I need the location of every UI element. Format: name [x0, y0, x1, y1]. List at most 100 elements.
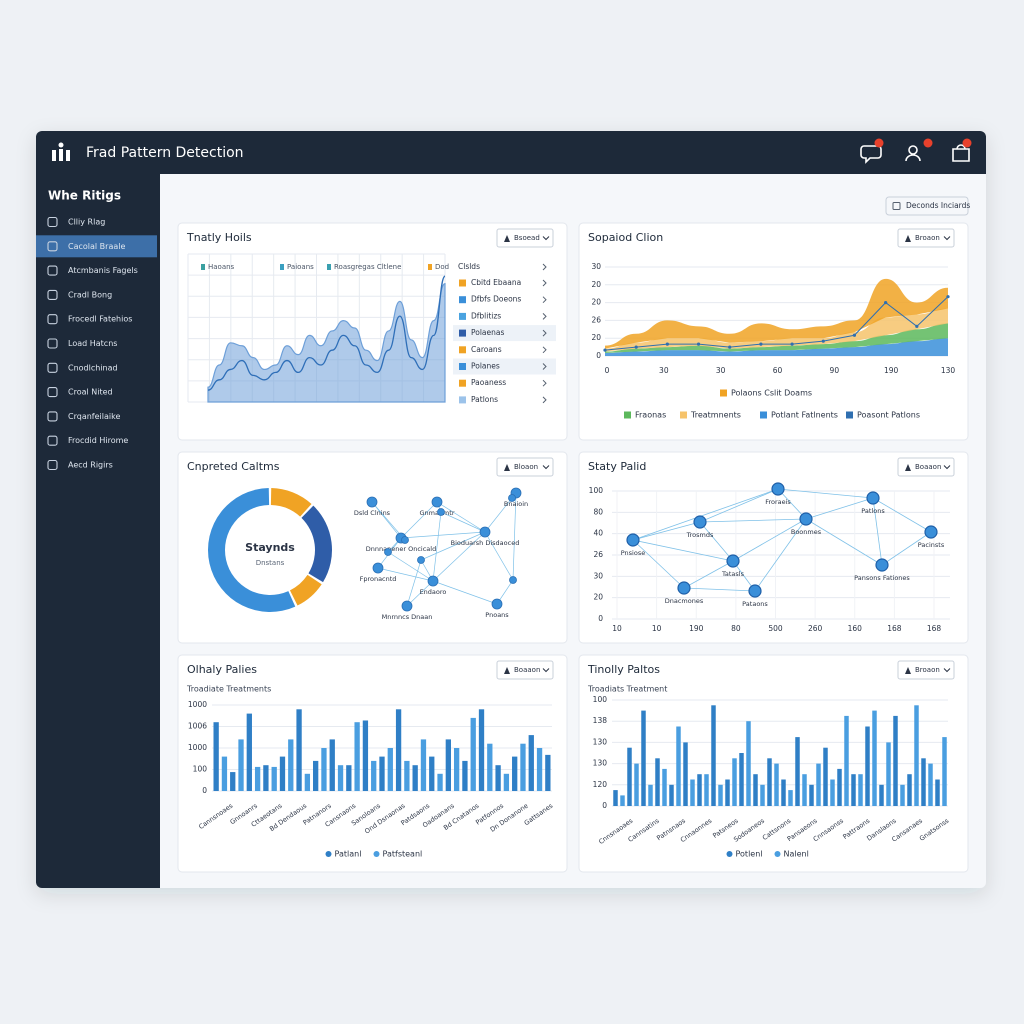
legend-label: Patfsteanl — [383, 850, 423, 859]
network-node — [924, 525, 938, 539]
node-label: Pnsiose — [621, 549, 645, 557]
list-swatch — [459, 346, 466, 354]
network-edge — [872, 497, 883, 566]
legend-swatch — [726, 851, 733, 857]
bar — [221, 756, 228, 791]
sidebar-item[interactable]: Clliy Rlag — [68, 218, 105, 227]
bar — [627, 747, 632, 806]
list-swatch — [459, 396, 466, 404]
network-node — [677, 581, 691, 595]
dropdown[interactable] — [897, 228, 955, 248]
bar — [536, 748, 543, 791]
bar — [429, 756, 435, 791]
button-icon — [892, 202, 901, 210]
y-tick-label: 0 — [202, 786, 207, 795]
bar — [296, 709, 302, 791]
sidebar-item[interactable]: Crqanfeilaike — [68, 412, 120, 421]
bar — [437, 773, 443, 791]
x-tick-label: 190 — [689, 624, 704, 633]
dropdown[interactable] — [496, 457, 554, 477]
sidebar-item[interactable]: Cnodlchinad — [68, 363, 118, 372]
sidebar-item[interactable]: Frocedl Fatehios — [68, 315, 132, 324]
x-tick-label: 30 — [659, 366, 669, 375]
header-bar — [36, 131, 986, 174]
bar — [711, 705, 716, 806]
node-label: Patlons — [861, 507, 885, 515]
sidebar-item[interactable]: Cradl Bong — [68, 290, 112, 299]
network-edge — [699, 488, 779, 523]
dropdown[interactable] — [496, 660, 554, 680]
dropdown[interactable] — [897, 660, 955, 680]
sidebar-item[interactable]: Load Hatcns — [68, 339, 117, 348]
dropdown-label: Boaaon — [915, 463, 941, 471]
list-swatch — [459, 312, 466, 320]
users-icon[interactable] — [908, 145, 918, 155]
list-item[interactable]: Polaenas — [471, 328, 504, 337]
list-item[interactable]: Caroans — [471, 345, 502, 354]
bar — [395, 709, 402, 791]
dropdown[interactable] — [897, 457, 955, 477]
legend-swatch — [846, 411, 853, 419]
network-node — [427, 575, 439, 587]
network-edge — [512, 492, 517, 581]
list-item[interactable]: Dfblitizs — [471, 311, 501, 320]
list-item[interactable]: Paoaness — [471, 378, 506, 387]
sidebar-icon — [47, 216, 58, 228]
network-edge — [484, 531, 514, 581]
network-edge — [754, 518, 807, 592]
legend-swatch — [774, 851, 781, 857]
list-item[interactable]: Dfbfs Doeons — [471, 295, 521, 304]
chat-icon[interactable] — [860, 145, 882, 164]
panel-title: Cnpreted Caltms — [187, 460, 280, 473]
list-item[interactable]: Patlons — [471, 395, 498, 404]
line-marker — [696, 342, 701, 346]
network-node — [437, 508, 445, 516]
toolbar-button[interactable] — [885, 196, 969, 216]
bar — [254, 766, 261, 791]
bar — [495, 765, 501, 791]
network-label: Pnoans — [485, 611, 509, 619]
x-tick-label: 168 — [887, 624, 902, 633]
network-edge — [632, 521, 701, 541]
y-tick-label: 100 — [193, 765, 208, 774]
node-label: Trosmds — [686, 531, 714, 539]
list-row-highlight — [453, 325, 556, 342]
x-tick-label: 0 — [605, 366, 610, 375]
y-tick-label: 1006 — [188, 722, 207, 731]
bar — [329, 739, 335, 791]
x-tick-label: 30 — [716, 366, 726, 375]
sidebar-item[interactable]: Atcmbanis Fagels — [68, 266, 138, 275]
network-node — [509, 576, 517, 584]
bar — [528, 735, 534, 791]
legend-label: Poasont Patlons — [857, 411, 920, 420]
sidebar-item[interactable]: Cacolal Braale — [68, 242, 125, 251]
stacked-area — [605, 278, 948, 349]
dropdown[interactable] — [496, 228, 554, 248]
legend-swatch — [720, 389, 727, 397]
network-label: Bioduarsh Disdaoced — [451, 539, 520, 547]
bar — [935, 779, 940, 806]
bar — [788, 790, 793, 806]
network-edge — [400, 501, 438, 539]
network-node — [431, 496, 443, 508]
list-item[interactable]: Polanes — [471, 362, 500, 371]
y-tick-label: 30 — [591, 262, 601, 271]
bar — [928, 763, 933, 806]
dropdown-icon — [504, 464, 510, 471]
bar — [304, 773, 311, 791]
x-tick-label: 190 — [884, 366, 899, 375]
y-tick-label: 0 — [602, 801, 607, 810]
notification-badges — [874, 138, 972, 148]
network-edge — [400, 531, 486, 539]
sidebar-item[interactable]: Aecd Rigirs — [68, 461, 113, 470]
dropdown-chevron — [542, 236, 550, 241]
sidebar-item[interactable]: Croal Nited — [68, 388, 113, 397]
bag-icon[interactable] — [952, 144, 970, 162]
app-title: Frad Pattern Detection — [86, 145, 244, 161]
bar — [844, 715, 849, 806]
legend-swatch — [201, 264, 205, 270]
line-marker — [665, 342, 669, 346]
sidebar-item[interactable]: Frocdid Hirome — [68, 436, 128, 445]
list-item[interactable]: Cbitd Ebaana — [471, 278, 521, 287]
bar — [453, 748, 460, 791]
